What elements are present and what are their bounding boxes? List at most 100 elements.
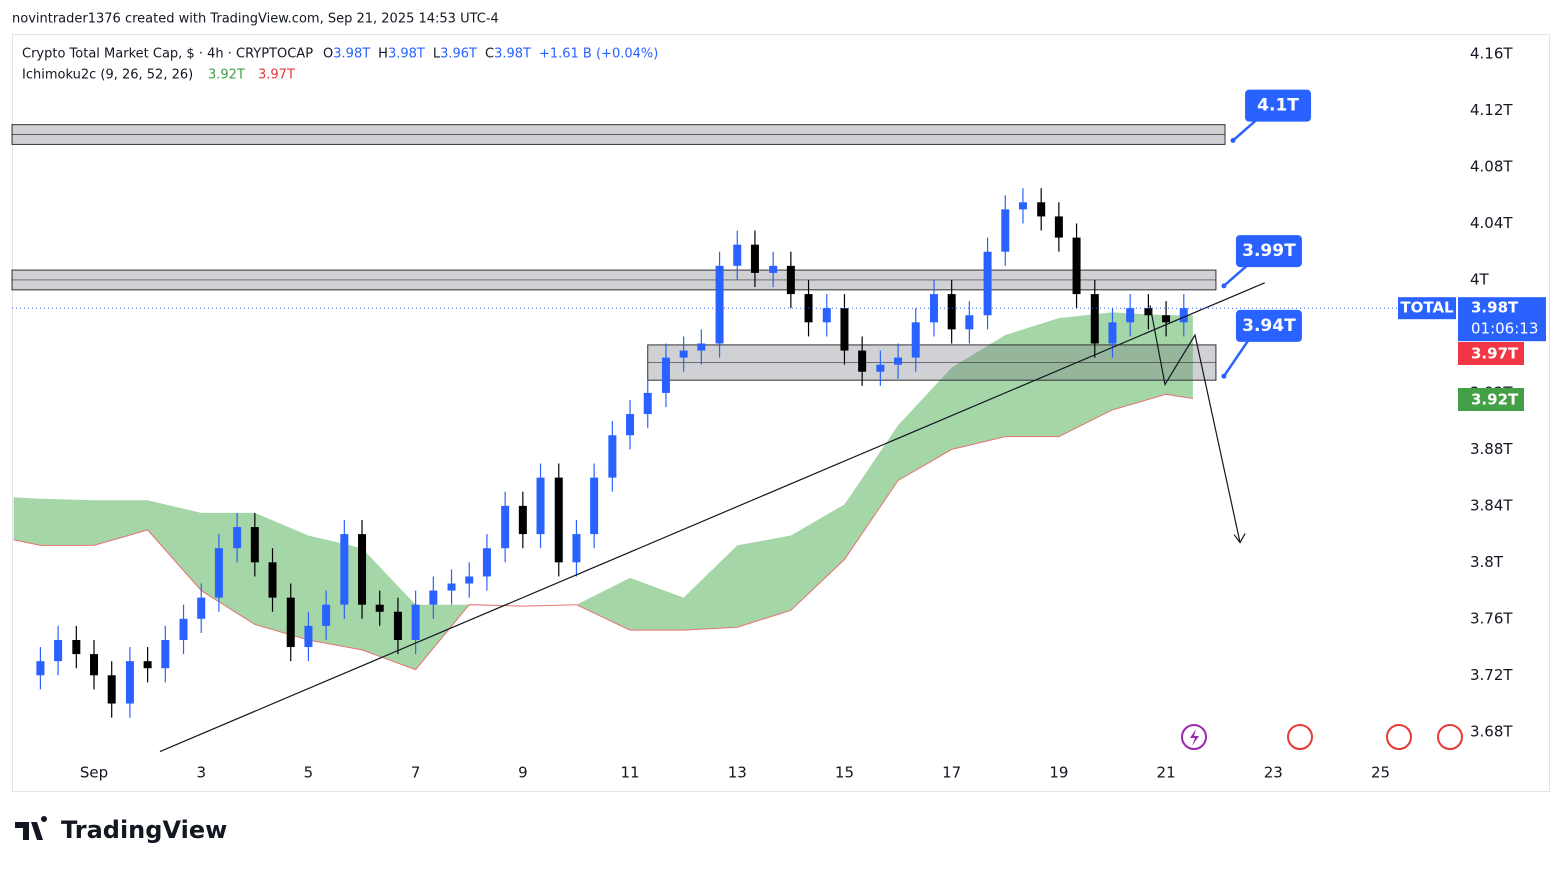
cloud-lower-edge xyxy=(13,393,1193,671)
candle-body xyxy=(1001,209,1010,252)
candle-body xyxy=(608,435,617,478)
candle-body xyxy=(965,315,974,330)
cloud xyxy=(13,312,1193,670)
event-icon xyxy=(1287,724,1313,750)
y-tick-label: 3.8T xyxy=(1470,553,1504,571)
callout xyxy=(1235,309,1302,342)
candle-body xyxy=(197,597,206,619)
callout xyxy=(1235,235,1302,268)
candle-body xyxy=(161,639,170,669)
candle-body xyxy=(501,505,510,549)
candle-body xyxy=(1126,308,1135,323)
candle-body xyxy=(90,654,99,676)
candle-body xyxy=(590,477,599,535)
candle-body xyxy=(679,350,688,358)
ohlc-key: C xyxy=(485,47,494,62)
candle-body xyxy=(233,527,242,549)
price-badge xyxy=(1458,297,1546,342)
x-tick-label: Sep xyxy=(80,764,108,782)
x-tick-label: 5 xyxy=(304,764,314,782)
indicator-name: Ichimoku2c (9, 26, 52, 26) xyxy=(22,68,193,83)
ohlc-key: O xyxy=(323,47,333,62)
x-tick-label: 23 xyxy=(1264,764,1283,782)
event-icon xyxy=(1437,724,1463,750)
candle-body xyxy=(250,527,259,563)
candle-body xyxy=(447,583,456,591)
symbol-badge xyxy=(1398,297,1456,320)
callout-dot xyxy=(1230,137,1236,143)
candle-body xyxy=(733,244,742,266)
candle-body xyxy=(1090,294,1099,344)
candle-body xyxy=(1162,315,1171,323)
chart-title: Crypto Total Market Cap, $ · 4h · CRYPTO… xyxy=(22,47,313,62)
callout-dot xyxy=(1221,373,1227,379)
symbol-label: TOTAL xyxy=(1400,299,1454,317)
indicator-a: 3.92T xyxy=(208,68,245,83)
x-tick-label: 11 xyxy=(620,764,639,782)
candle-body xyxy=(626,414,635,436)
candle-body xyxy=(465,576,474,584)
logo-mark xyxy=(15,815,48,840)
candle-body xyxy=(1108,322,1117,344)
plot: 4.1T 3.99T 3.94T xyxy=(11,89,1455,753)
candle-body xyxy=(911,322,920,358)
candle-body xyxy=(393,611,402,640)
candle-body xyxy=(786,265,795,295)
x-tick-label: 25 xyxy=(1371,764,1390,782)
candle-body xyxy=(1072,237,1081,295)
candle-body xyxy=(1018,202,1027,210)
price-label: 3.98T xyxy=(1471,299,1519,317)
candle-body xyxy=(983,251,992,316)
candle-body xyxy=(769,265,778,273)
candle-body xyxy=(322,604,331,626)
x-tick-label: 9 xyxy=(518,764,528,782)
candle-body xyxy=(107,675,116,704)
y-tick-label: 4.08T xyxy=(1470,158,1513,176)
span-b-label: 3.97T xyxy=(1471,345,1519,363)
event-icon xyxy=(1190,729,1199,746)
indicator-b: 3.97T xyxy=(258,68,295,83)
brand-name: TradingView xyxy=(61,816,227,844)
candle-body xyxy=(125,661,134,704)
candle-body xyxy=(536,477,545,535)
candle-body xyxy=(72,639,81,655)
arrow-head xyxy=(1233,533,1246,544)
x-tick-label: 17 xyxy=(942,764,961,782)
span-b-badge xyxy=(1458,342,1524,365)
projection xyxy=(1149,305,1241,543)
trendline xyxy=(159,282,1265,753)
chart-frame xyxy=(12,34,1550,792)
candle-body xyxy=(554,477,563,563)
candle-body xyxy=(143,661,152,669)
callout-label: 3.99T xyxy=(1242,241,1296,261)
event-icon xyxy=(1386,724,1412,750)
candle-body xyxy=(179,618,188,640)
candle-body xyxy=(947,294,956,330)
x-tick-label: 15 xyxy=(835,764,854,782)
ohlc-value: 3.96T xyxy=(440,47,477,62)
x-tick-label: 7 xyxy=(411,764,421,782)
candle-body xyxy=(858,350,867,372)
ohlc-key: H xyxy=(378,47,388,62)
span-a-badge xyxy=(1458,388,1524,411)
candle-body xyxy=(572,534,581,563)
y-tick-label: 4.16T xyxy=(1470,45,1513,63)
candle-body xyxy=(375,604,384,612)
candle-body xyxy=(429,590,438,605)
candle-body xyxy=(697,343,706,351)
event-icon xyxy=(1181,724,1207,750)
ohlc-value: 3.98T xyxy=(494,47,531,62)
callout-dot xyxy=(1221,283,1227,289)
candle-body xyxy=(36,661,45,676)
x-tick-label: 19 xyxy=(1049,764,1068,782)
candle-body xyxy=(358,534,367,605)
candle-body xyxy=(340,534,349,605)
x-tick-label: 21 xyxy=(1157,764,1176,782)
countdown: 01:06:13 xyxy=(1471,320,1538,338)
x-tick-label: 13 xyxy=(728,764,747,782)
candle-body xyxy=(518,505,527,535)
span-a-label: 3.92T xyxy=(1471,391,1519,409)
ohlc-value: +1.61 B (+0.04%) xyxy=(539,47,658,62)
